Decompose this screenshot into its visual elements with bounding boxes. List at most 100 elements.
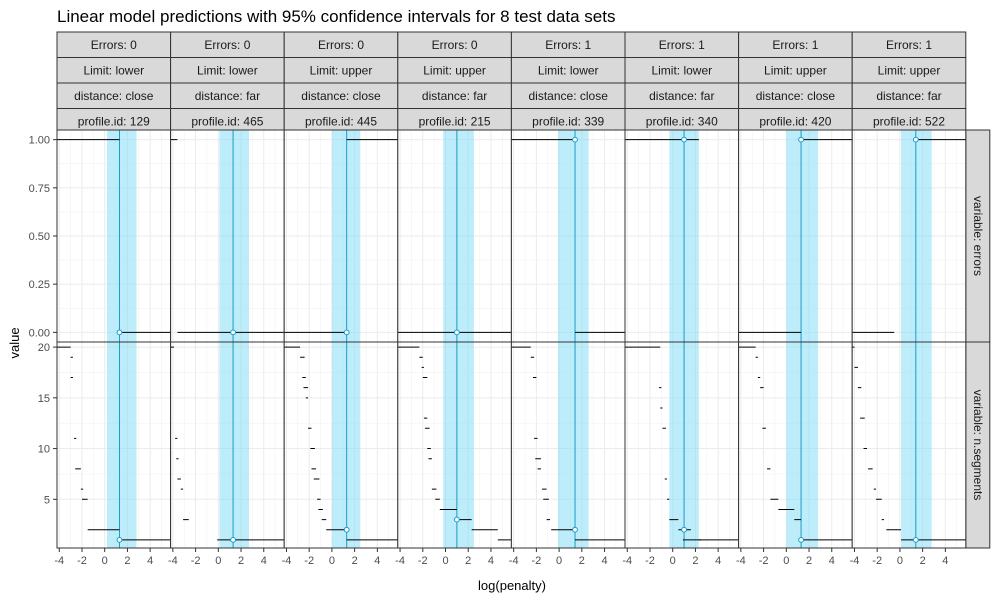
x-tick-label: 2 — [124, 555, 130, 567]
panel-7-row-1 — [738, 130, 853, 342]
panel-8-row-1 — [852, 130, 966, 342]
y-tick-label: 1.00 — [29, 135, 50, 147]
confidence-interval-band — [331, 130, 361, 342]
y-tick-label: 0.50 — [29, 231, 50, 243]
x-tick-label: -2 — [645, 555, 655, 567]
panel-5-row-1 — [511, 130, 625, 342]
y-tick-label: 0.75 — [29, 183, 50, 195]
x-tick-label: 0 — [102, 555, 108, 567]
x-tick-label: -2 — [532, 555, 542, 567]
row-strip-label: variable: n.segments — [971, 390, 985, 501]
x-tick-label: -2 — [872, 555, 882, 567]
facet-strip — [851, 82, 967, 109]
facet-strip-label: profile.id: 465 — [191, 114, 263, 128]
facet-strip — [170, 57, 285, 84]
x-tick-label: -2 — [191, 555, 201, 567]
prediction-point — [343, 526, 350, 533]
y-tick-label: 0.25 — [29, 279, 50, 291]
panel-1-row-2 — [57, 342, 171, 548]
panel-7-row-2 — [738, 342, 853, 548]
x-tick-label: 0 — [329, 555, 335, 567]
facet-strip — [510, 82, 626, 109]
x-tick-label: 4 — [374, 555, 380, 567]
facet-strip-label: profile.id: 340 — [646, 114, 718, 128]
facet-strip-label: Errors: 0 — [432, 38, 478, 52]
facet-strip-label: Errors: 0 — [204, 38, 250, 52]
facet-strip-label: distance: far — [195, 89, 260, 103]
x-tick-label: 2 — [465, 555, 471, 567]
facet-strip-label: Limit: upper — [423, 63, 486, 77]
x-tick-label: 2 — [352, 555, 358, 567]
facet-strip — [851, 31, 967, 58]
x-tick-label: 2 — [692, 555, 698, 567]
prediction-point — [572, 526, 578, 533]
facet-strip-label: Errors: 1 — [659, 38, 705, 52]
facet-strip-label: profile.id: 420 — [759, 114, 831, 128]
facet-strip — [56, 31, 172, 58]
panel-8-row-2 — [852, 342, 966, 548]
facet-strip — [56, 57, 172, 84]
facet-strip-label: profile.id: 215 — [419, 114, 491, 128]
confidence-interval-band — [786, 130, 819, 342]
x-tick-label: 4 — [715, 555, 721, 567]
x-tick-label: 2 — [579, 555, 585, 567]
facet-strip-label: Limit: upper — [878, 63, 941, 77]
confidence-interval-band — [443, 342, 474, 548]
facet-strip — [510, 57, 626, 84]
prediction-point — [912, 536, 919, 543]
x-axis-title: log(penalty) — [478, 578, 546, 593]
x-tick-label: 0 — [442, 555, 448, 567]
x-tick-label: -4 — [282, 555, 292, 567]
y-tick-label: 5 — [44, 494, 50, 506]
facet-strip-label: Limit: lower — [197, 63, 258, 77]
prediction-point — [912, 136, 919, 143]
facet-strip-label: Errors: 0 — [318, 38, 364, 52]
confidence-interval-band — [786, 342, 819, 548]
x-tick-label: 4 — [601, 555, 607, 567]
prediction-point — [453, 516, 460, 523]
row-strip-label: variable: errors — [971, 196, 985, 276]
x-tick-label: 0 — [215, 555, 221, 567]
facet-strip-label: profile.id: 445 — [305, 114, 377, 128]
x-tick-label: 2 — [238, 555, 244, 567]
facet-strip-label: distance: close — [756, 89, 836, 103]
panel-5-row-2 — [511, 342, 625, 548]
prediction-point — [116, 329, 123, 336]
x-tick-label: 0 — [556, 555, 562, 567]
facet-strip — [851, 57, 967, 84]
x-tick-label: 4 — [942, 555, 948, 567]
facet-strip — [738, 82, 853, 109]
x-tick-label: 0 — [783, 555, 789, 567]
x-tick-label: -4 — [395, 555, 405, 567]
x-tick-label: -2 — [77, 555, 87, 567]
x-tick-label: 4 — [261, 555, 267, 567]
prediction-point — [681, 526, 687, 533]
confidence-interval-band — [219, 342, 249, 548]
panel-6-row-2 — [625, 342, 739, 548]
facet-strip-label: Errors: 1 — [772, 38, 818, 52]
prediction-point — [681, 136, 687, 143]
facet-strip-label: distance: far — [876, 89, 941, 103]
panel-1-row-1 — [57, 130, 171, 342]
confidence-interval-band — [557, 342, 589, 548]
facet-strip-label: profile.id: 522 — [873, 114, 945, 128]
facet-strip-label: Errors: 0 — [91, 38, 137, 52]
facet-strip-label: distance: far — [422, 89, 487, 103]
y-tick-label: 0.00 — [29, 327, 50, 339]
x-tick-label: -2 — [418, 555, 428, 567]
panel-2-row-1 — [170, 130, 285, 342]
x-tick-label: 4 — [829, 555, 835, 567]
facet-strip-label: Errors: 1 — [545, 38, 591, 52]
facet-strip-label: distance: close — [74, 89, 154, 103]
confidence-interval-band — [219, 130, 249, 342]
facet-strip-label: Limit: lower — [538, 63, 599, 77]
facet-strip-label: distance: close — [529, 89, 609, 103]
facet-strip-label: Limit: lower — [83, 63, 144, 77]
facet-strip-label: profile.id: 129 — [78, 114, 150, 128]
facet-strip-label: profile.id: 339 — [532, 114, 604, 128]
prediction-point — [572, 136, 578, 143]
confidence-interval-band — [106, 130, 137, 342]
panel-3-row-2 — [284, 342, 398, 548]
facet-strip — [397, 57, 512, 84]
